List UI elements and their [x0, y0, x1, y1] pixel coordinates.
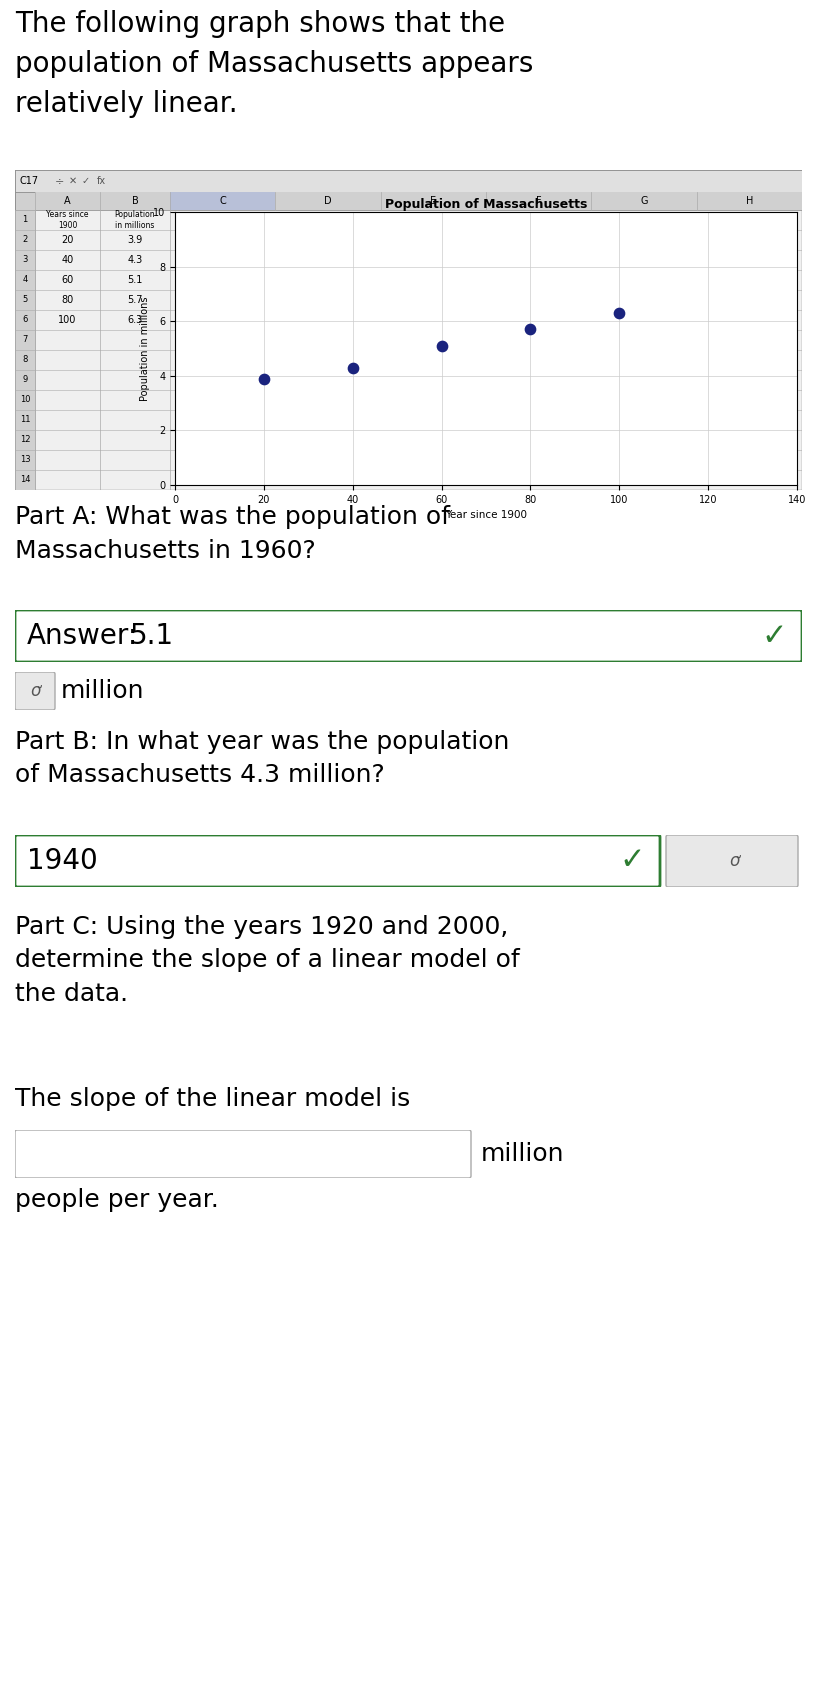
Text: 10: 10 — [20, 396, 30, 405]
Text: 7: 7 — [22, 336, 28, 345]
Text: D: D — [324, 196, 332, 207]
Text: 1: 1 — [22, 215, 28, 225]
Text: E: E — [431, 196, 436, 207]
Text: 6: 6 — [22, 316, 28, 324]
Text: Population
in millions: Population in millions — [114, 210, 155, 230]
FancyBboxPatch shape — [15, 1130, 471, 1178]
Text: Answer:: Answer: — [27, 621, 138, 650]
Text: The slope of the linear model is: The slope of the linear model is — [15, 1087, 410, 1111]
Text: 20: 20 — [61, 236, 74, 246]
Text: 60: 60 — [61, 275, 74, 285]
Text: 12: 12 — [20, 435, 30, 444]
Text: 1940: 1940 — [27, 847, 98, 876]
Text: 13: 13 — [20, 456, 30, 464]
Text: B: B — [132, 196, 138, 207]
Text: 100: 100 — [58, 316, 77, 324]
Bar — [35, 191, 100, 210]
Point — [346, 353, 359, 381]
Point — [613, 299, 626, 326]
Text: 9: 9 — [22, 376, 28, 384]
Text: 5.7: 5.7 — [127, 295, 143, 306]
Text: ✓: ✓ — [82, 176, 90, 186]
Text: G: G — [641, 196, 648, 207]
Bar — [697, 191, 802, 210]
Text: C: C — [219, 196, 226, 207]
Text: 40: 40 — [61, 254, 74, 265]
Text: 5.1: 5.1 — [130, 621, 174, 650]
Text: 4: 4 — [22, 275, 28, 285]
Text: 4.3: 4.3 — [127, 254, 143, 265]
Text: ✕: ✕ — [69, 176, 77, 186]
Bar — [170, 191, 275, 210]
Text: 5.1: 5.1 — [127, 275, 143, 285]
FancyBboxPatch shape — [666, 835, 798, 888]
Text: 11: 11 — [20, 415, 30, 425]
Point — [257, 365, 270, 393]
Text: 14: 14 — [20, 476, 30, 485]
FancyBboxPatch shape — [15, 835, 660, 888]
FancyBboxPatch shape — [15, 609, 802, 662]
Text: 80: 80 — [61, 295, 74, 306]
Point — [435, 333, 448, 360]
Text: 5: 5 — [22, 295, 28, 304]
Bar — [592, 191, 697, 210]
Bar — [15, 210, 35, 490]
Text: C17: C17 — [20, 176, 39, 186]
Text: 2: 2 — [22, 236, 28, 244]
Text: 3.9: 3.9 — [127, 236, 143, 246]
Text: 3: 3 — [22, 256, 28, 265]
Bar — [15, 191, 802, 210]
Text: Years since
1900: Years since 1900 — [47, 210, 89, 230]
Text: F: F — [536, 196, 542, 207]
Title: Population of Massachusetts: Population of Massachusetts — [385, 198, 587, 212]
Bar — [15, 171, 802, 191]
Text: ✓: ✓ — [619, 847, 645, 876]
Text: The following graph shows that the
population of Massachusetts appears
relativel: The following graph shows that the popul… — [15, 10, 534, 118]
FancyBboxPatch shape — [15, 673, 55, 710]
Text: people per year.: people per year. — [15, 1188, 219, 1212]
Text: ÷: ÷ — [55, 176, 65, 186]
X-axis label: Year since 1900: Year since 1900 — [445, 510, 527, 521]
Bar — [100, 191, 170, 210]
Text: 8: 8 — [22, 355, 28, 365]
Text: fx: fx — [97, 176, 106, 186]
Text: A: A — [65, 196, 71, 207]
Text: 6.3: 6.3 — [127, 316, 143, 324]
Bar — [275, 191, 381, 210]
Point — [524, 316, 537, 343]
Text: million: million — [481, 1142, 565, 1166]
Bar — [381, 191, 486, 210]
Text: ✓: ✓ — [761, 621, 787, 650]
Y-axis label: Population in millions: Population in millions — [141, 297, 150, 401]
Text: Part A: What was the population of
Massachusetts in 1960?: Part A: What was the population of Massa… — [15, 505, 450, 563]
Text: Part B: In what year was the population
of Massachusetts 4.3 million?: Part B: In what year was the population … — [15, 731, 509, 787]
Text: ơ: ơ — [729, 852, 739, 871]
Bar — [486, 191, 592, 210]
Text: ơ: ơ — [30, 683, 40, 700]
Text: million: million — [61, 679, 145, 703]
Text: Part C: Using the years 1920 and 2000,
determine the slope of a linear model of
: Part C: Using the years 1920 and 2000, d… — [15, 915, 520, 1005]
Text: H: H — [746, 196, 753, 207]
